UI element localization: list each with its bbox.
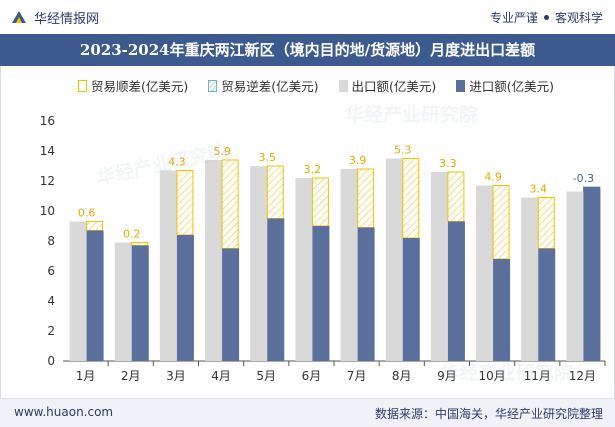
import-bar: [131, 245, 149, 361]
export-bar: [114, 242, 132, 361]
legend-label-deficit: 贸易逆差(亿美元): [221, 79, 319, 94]
y-tick-label: 16: [40, 114, 55, 128]
balance-data-label: 4.3: [168, 156, 186, 169]
brand-name: 华经情报网: [34, 12, 100, 27]
legend-item-surplus[interactable]: 贸易顺差(亿美元): [78, 76, 188, 95]
footer: www.huaon.com 数据来源：中国海关，华经产业研究院整理: [0, 398, 615, 427]
y-tick-label: 4: [47, 294, 55, 308]
surplus-bar: [357, 168, 375, 228]
x-tick-label: 3月: [166, 369, 186, 383]
tagline-right: 客观科学: [554, 11, 603, 25]
tagline-left: 专业严谨: [489, 11, 538, 25]
x-tick-label: 4月: [211, 369, 231, 383]
balance-data-label: 3.5: [259, 151, 277, 164]
balance-data-label: 3.9: [349, 154, 367, 167]
y-tick-label: 10: [40, 204, 55, 218]
y-tick-label: 6: [47, 264, 55, 278]
legend-swatch-deficit: [208, 79, 218, 92]
x-tick-label: 7月: [347, 369, 367, 383]
legend-swatch-surplus: [78, 79, 87, 92]
import-bar: [402, 238, 420, 361]
balance-data-label: 3.3: [439, 157, 457, 170]
legend-swatch-import: [456, 79, 466, 92]
legend-swatch-export: [338, 79, 348, 92]
surplus-bar: [447, 171, 465, 222]
footer-website[interactable]: www.huaon.com: [14, 405, 114, 419]
import-bar: [493, 259, 511, 361]
import-bar: [312, 226, 330, 361]
balance-data-label: 5.3: [394, 144, 412, 157]
footer-source: 数据来源：中国海关，华经产业研究院整理: [374, 407, 603, 421]
top-bar: 华经情报网 专业严谨 客观科学: [0, 0, 615, 34]
legend-item-import[interactable]: 进口额(亿美元): [456, 76, 554, 95]
y-tick-label: 8: [47, 234, 55, 248]
chart-title: 2023-2024年重庆两江新区（境内目的地/货源地）月度进出口差额: [79, 41, 536, 59]
logo-icon: [12, 10, 26, 23]
import-bar: [357, 227, 375, 361]
import-bar: [86, 230, 104, 361]
balance-data-label: -0.3: [573, 172, 594, 185]
balance-data-label: 3.2: [304, 163, 322, 176]
y-tick-label: 14: [40, 144, 55, 158]
surplus-bar: [221, 159, 239, 249]
tagline: 专业严谨 客观科学: [490, 9, 603, 26]
import-bar: [538, 248, 556, 361]
y-tick-label: 0: [47, 354, 55, 368]
export-bar: [205, 160, 223, 361]
balance-data-label: 3.4: [530, 183, 548, 196]
surplus-bar: [537, 197, 555, 249]
legend-item-export[interactable]: 出口额(亿美元): [338, 76, 437, 95]
balance-data-label: 0.6: [78, 207, 96, 220]
export-bar: [295, 178, 313, 361]
balance-data-label: 0.2: [123, 228, 141, 241]
surplus-bar: [131, 242, 149, 246]
y-tick-label: 12: [40, 174, 55, 188]
export-bar: [566, 191, 584, 361]
export-bar: [250, 166, 268, 361]
export-bar: [430, 172, 448, 361]
surplus-bar: [311, 177, 329, 227]
x-tick-label: 1月: [76, 369, 96, 383]
import-bar: [176, 235, 194, 361]
surplus-bar: [492, 185, 510, 260]
x-tick-label: 11月: [524, 369, 551, 383]
export-bar: [385, 158, 403, 361]
legend-label-surplus: 贸易顺差(亿美元): [91, 79, 189, 94]
legend-label-import: 进口额(亿美元): [469, 79, 555, 94]
balance-data-label: 5.9: [213, 145, 231, 158]
title-bar: 2023-2024年重庆两江新区（境内目的地/货源地）月度进出口差额: [0, 34, 615, 66]
export-bar: [69, 221, 87, 361]
x-tick-label: 12月: [569, 369, 596, 383]
legend-label-export: 出口额(亿美元): [351, 79, 437, 94]
x-tick-label: 8月: [392, 369, 412, 383]
import-bar: [222, 248, 240, 361]
brand[interactable]: 华经情报网: [10, 8, 99, 27]
balance-data-label: 4.9: [484, 171, 502, 184]
import-bar: [267, 218, 285, 361]
import-bar: [447, 221, 465, 361]
x-tick-label: 5月: [256, 369, 276, 383]
surplus-bar: [176, 170, 194, 236]
x-tick-label: 2月: [121, 369, 141, 383]
x-tick-label: 9月: [437, 369, 457, 383]
export-bar: [476, 185, 494, 361]
export-bar: [521, 197, 539, 361]
legend: 贸易顺差(亿美元) 贸易逆差(亿美元) 出口额(亿美元) 进口额(亿美元): [78, 76, 554, 95]
surplus-bar: [402, 158, 420, 239]
surplus-bar: [266, 165, 284, 219]
y-tick-label: 2: [47, 324, 55, 338]
bullet-icon: [543, 15, 549, 20]
import-bar: [583, 187, 601, 361]
legend-item-deficit[interactable]: 贸易逆差(亿美元): [208, 76, 319, 95]
export-bar: [340, 169, 358, 361]
x-tick-label: 6月: [302, 369, 322, 383]
export-bar: [159, 170, 177, 361]
x-tick-label: 10月: [478, 369, 505, 383]
surplus-bar: [86, 221, 104, 231]
